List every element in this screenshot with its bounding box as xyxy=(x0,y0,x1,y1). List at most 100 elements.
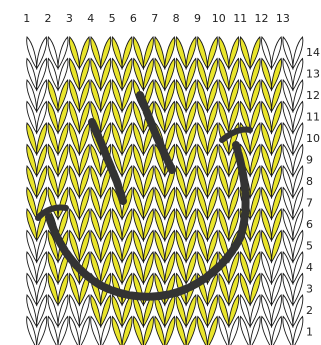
column-number-3: 3 xyxy=(66,12,73,25)
stitch-r12-c3 xyxy=(68,79,90,113)
row-number-1: 1 xyxy=(306,325,313,338)
stitch-r12-c10 xyxy=(218,79,240,113)
stitch-r7-c13 xyxy=(282,186,304,221)
stitch-r12-c4 xyxy=(90,79,112,113)
stitch-r7-c5 xyxy=(111,186,133,221)
stitch-r12-c13 xyxy=(282,79,304,113)
stitch-r5-c9 xyxy=(197,229,218,264)
stitch-r4-c4 xyxy=(90,251,112,285)
row-number-4: 4 xyxy=(306,261,313,274)
stitch-r9-c6 xyxy=(132,143,154,178)
stitch-r2-c10 xyxy=(218,294,240,328)
stitch-r11-c10 xyxy=(218,100,240,135)
stitch-r1-c3 xyxy=(68,315,90,345)
row-number-13: 13 xyxy=(306,67,320,80)
stitch-r12-c8 xyxy=(175,79,197,113)
stitch-r14-c5 xyxy=(111,36,133,70)
stitch-r10-c8 xyxy=(175,122,197,156)
stitch-r10-c1 xyxy=(26,122,48,156)
stitch-r2-c2 xyxy=(47,294,69,328)
stitch-r13-c8 xyxy=(175,57,197,92)
column-number-10: 10 xyxy=(212,12,226,25)
column-number-12: 12 xyxy=(255,12,269,25)
stitch-r8-c8 xyxy=(175,165,197,199)
stitch-r4-c5 xyxy=(111,251,133,285)
stitch-r7-c12 xyxy=(261,186,282,221)
stitch-r3-c10 xyxy=(218,272,240,307)
stitch-r6-c6 xyxy=(132,208,154,242)
stitch-r8-c10 xyxy=(218,165,240,199)
stitch-r13-c12 xyxy=(261,57,282,92)
stitch-r7-c6 xyxy=(132,186,154,221)
stitch-r1-c13 xyxy=(282,315,304,345)
stitch-r2-c3 xyxy=(68,294,90,328)
stitch-r12-c1 xyxy=(26,79,48,113)
stitch-r9-c9 xyxy=(197,143,218,178)
stitch-r11-c8 xyxy=(175,100,197,135)
stitch-r1-c4 xyxy=(90,315,112,345)
column-number-9: 9 xyxy=(194,12,201,25)
row-number-7: 7 xyxy=(306,196,313,209)
stitch-r11-c1 xyxy=(26,100,48,135)
column-number-4: 4 xyxy=(87,12,94,25)
stitch-r12-c2 xyxy=(47,79,69,113)
stitch-r11-c3 xyxy=(68,100,90,135)
stitch-r5-c5 xyxy=(111,229,133,264)
stitch-r6-c12 xyxy=(261,208,282,242)
stitch-r1-c5 xyxy=(111,315,133,345)
stitch-r8-c1 xyxy=(26,165,48,199)
smile xyxy=(45,141,250,301)
stitch-r13-c10 xyxy=(218,57,240,92)
stitch-r10-c5 xyxy=(111,122,133,156)
stitch-r8-c3 xyxy=(68,165,90,199)
column-numbers: 1 2 3 4 5 6 7 8 9 10 11 12 13 xyxy=(23,12,290,25)
stitch-r7-c3 xyxy=(68,186,90,221)
stitch-r6-c7 xyxy=(154,208,176,242)
stitch-r10-c2 xyxy=(47,122,69,156)
stitch-r3-c11 xyxy=(239,272,261,307)
stitch-r13-c2 xyxy=(47,57,69,92)
stitch-r7-c1 xyxy=(26,186,48,221)
stitch-r13-c1 xyxy=(26,57,48,92)
stitch-r14-c11 xyxy=(239,36,261,70)
stitch-r13-c11 xyxy=(239,57,261,92)
stitch-r10-c3 xyxy=(68,122,90,156)
stitch-r5-c8 xyxy=(175,229,197,264)
stitch-r4-c1 xyxy=(26,251,48,285)
stitch-r5-c13 xyxy=(282,229,304,264)
stitch-r14-c3 xyxy=(68,36,90,70)
stitch-r3-c1 xyxy=(26,272,48,307)
stitch-r14-c10 xyxy=(218,36,240,70)
stitch-r5-c3 xyxy=(68,229,90,264)
stitch-r7-c10 xyxy=(218,186,240,221)
row-number-5: 5 xyxy=(306,239,313,252)
stitch-r6-c3 xyxy=(68,208,90,242)
stitch-r14-c8 xyxy=(175,36,197,70)
stitch-r9-c11 xyxy=(239,143,261,178)
stitch-r3-c13 xyxy=(282,272,304,307)
stitch-r1-c12 xyxy=(261,315,282,345)
stitch-r11-c12 xyxy=(261,100,282,135)
stitch-r9-c8 xyxy=(175,143,197,178)
stitch-r13-c6 xyxy=(132,57,154,92)
stitch-r11-c9 xyxy=(197,100,218,135)
stitch-r3-c2 xyxy=(47,272,69,307)
column-number-6: 6 xyxy=(130,12,137,25)
row-number-3: 3 xyxy=(306,282,313,295)
column-number-5: 5 xyxy=(109,12,116,25)
stitch-r1-c2 xyxy=(47,315,69,345)
stitch-r3-c12 xyxy=(261,272,282,307)
stitch-r6-c10 xyxy=(218,208,240,242)
stitch-r10-c12 xyxy=(261,122,282,156)
left-eye xyxy=(88,118,127,205)
stitch-r7-c8 xyxy=(175,186,197,221)
column-number-2: 2 xyxy=(45,12,52,25)
row-number-14: 14 xyxy=(306,46,320,59)
stitch-r5-c7 xyxy=(154,229,176,264)
stitch-r14-c12 xyxy=(261,36,282,70)
stitch-r6-c4 xyxy=(90,208,112,242)
stitch-r12-c9 xyxy=(197,79,218,113)
row-number-6: 6 xyxy=(306,218,313,231)
stitch-r11-c5 xyxy=(111,100,133,135)
